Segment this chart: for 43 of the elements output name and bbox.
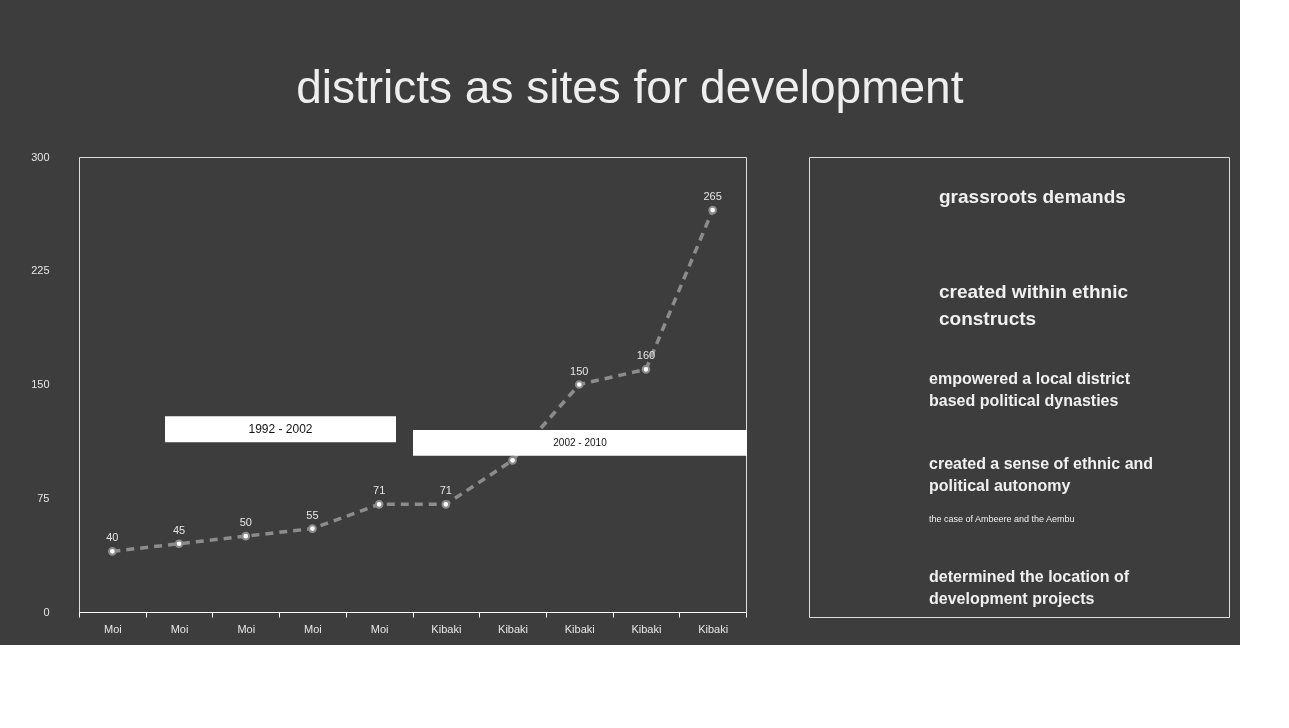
text: 71: [373, 484, 386, 497]
point: [441, 499, 451, 509]
text: the case of Ambeere and the Aembu: [929, 514, 1075, 524]
y-tick-label: 150: [31, 378, 50, 390]
y-tick-label: 300: [31, 150, 50, 163]
point: [241, 531, 251, 541]
text: grassroots demands: [939, 186, 1126, 207]
text: 55: [306, 508, 319, 521]
y-tick-label: 75: [37, 491, 50, 504]
text: determined the location of development projects: [929, 568, 1130, 608]
point: [708, 205, 717, 215]
text: empowered a local district based political dynasties: [929, 370, 1131, 410]
x-tick-label: Kibaki: [564, 622, 595, 635]
x-tick-label: Moi: [170, 622, 189, 635]
x-tick-label: Moi: [304, 622, 322, 635]
point: [641, 364, 651, 374]
band-label: 1992 - 2002: [248, 422, 313, 437]
chart-title: districts as sites for development: [296, 60, 964, 113]
x-tick-label: Kibaki: [631, 622, 662, 635]
point: [374, 499, 384, 509]
text: 45: [172, 523, 186, 536]
point: [174, 539, 184, 549]
text: 150: [570, 364, 589, 377]
text: 265: [703, 190, 722, 203]
x-tick-label: Moi: [370, 622, 389, 635]
point: [108, 546, 117, 556]
x-tick-label: Kibaki: [498, 622, 529, 635]
text: created a sense of ethnic and political autonomy: [929, 455, 1154, 495]
x-tick-label: Moi: [103, 622, 122, 635]
text: 160: [636, 349, 656, 362]
point: [308, 524, 317, 533]
x-tick-label: Kibaki: [431, 622, 462, 635]
y-tick-label: 225: [31, 264, 50, 277]
text: 40: [106, 531, 119, 544]
text: 71: [439, 484, 452, 497]
x-tick-label: Moi: [237, 622, 256, 635]
text: 50: [239, 516, 252, 529]
x-tick-label: Kibaki: [698, 622, 729, 635]
y-tick-label: 0: [43, 605, 50, 618]
point: [574, 380, 584, 389]
point: [508, 455, 517, 465]
text: created within ethnic constructs: [939, 281, 1129, 329]
band-label: 2002 - 2010: [553, 436, 608, 448]
